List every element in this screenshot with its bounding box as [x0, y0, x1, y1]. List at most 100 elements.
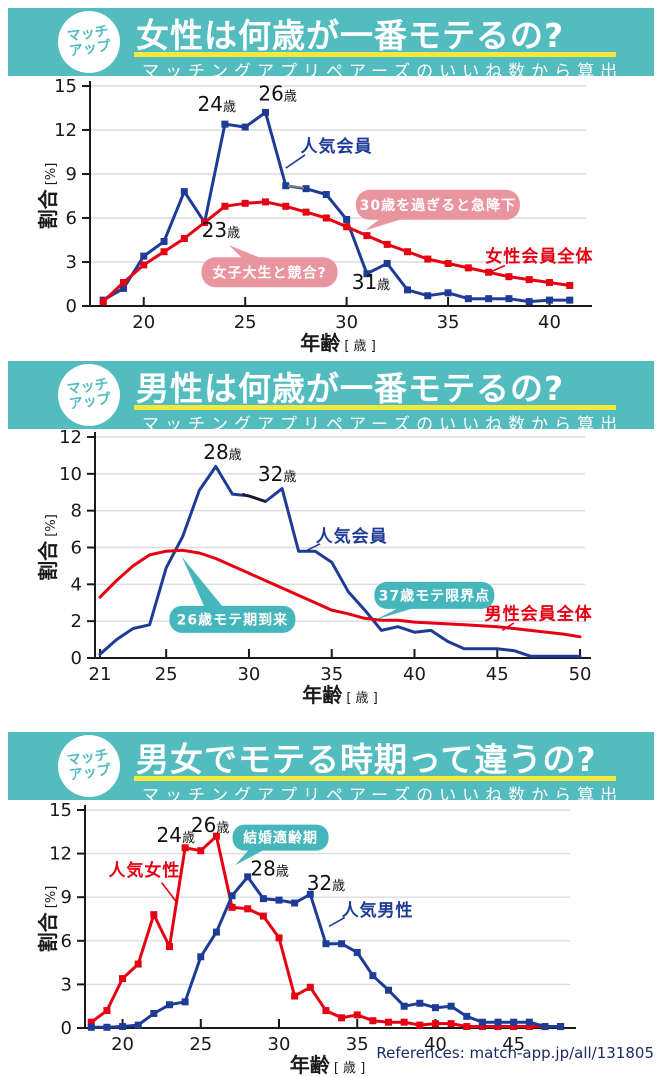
x-axis-title: 年齢 [ 歳 ] [302, 683, 378, 707]
data-point-marker [119, 1023, 127, 1031]
panel-header-women: マッチ アップ 女性は何歳が一番モテるの? マッチングアプリペアーズのいいね数か… [8, 6, 654, 82]
y-tick-label: 8 [71, 501, 82, 522]
series-label-leader [501, 622, 515, 632]
x-tick-label: 30 [335, 312, 358, 333]
logo-text-line2: アップ [68, 762, 112, 784]
series-line-1 [89, 875, 563, 1029]
y-tick-label: 6 [71, 538, 82, 559]
data-point-marker [463, 1023, 471, 1031]
callout-bubble [374, 581, 495, 609]
data-point-marker [259, 912, 267, 920]
callout-bubble-text: 女子大生と競合? [212, 264, 326, 281]
series-label-leader [304, 543, 321, 552]
data-point-marker [282, 202, 290, 210]
series-label-leader [328, 916, 346, 927]
y-tick-label: 0 [66, 296, 77, 317]
data-point-marker [463, 1012, 471, 1020]
data-point-marker [363, 270, 371, 278]
panel-header-men: マッチ アップ 男性は何歳が一番モテるの? マッチングアプリペアーズのいいね数か… [8, 359, 654, 435]
data-point-marker [369, 972, 377, 980]
data-point-marker [241, 123, 249, 131]
point-age-label: 26歳 [258, 82, 296, 106]
y-tick-label: 9 [61, 887, 72, 908]
data-point-marker [87, 1018, 95, 1026]
data-point-marker [197, 953, 205, 961]
data-point-marker [447, 1002, 455, 1010]
data-point-marker [431, 1020, 439, 1028]
data-point-marker [525, 1018, 533, 1026]
data-point-marker [424, 292, 432, 300]
panel-title: 男性は何歳が一番モテるの? [136, 369, 565, 408]
data-point-marker [338, 940, 346, 948]
data-point-marker [322, 1007, 330, 1015]
y-tick-label: 0 [71, 648, 82, 669]
callout-bubble [355, 189, 520, 220]
chart-women-popularity: 0 3 6 9 12 15 20 25 30 35 40 割合 [%] 年齢 [ 歳 ] 24歳 26歳 23… [36, 76, 593, 355]
data-point-marker [545, 296, 553, 304]
data-point-marker [363, 232, 371, 240]
series-label-leader [161, 882, 178, 904]
data-point-marker [525, 1023, 533, 1031]
callout-bubble-tail [181, 556, 223, 607]
data-point-marker [259, 895, 267, 903]
x-tick-label: 25 [234, 312, 257, 333]
y-tick-label: 0 [61, 1018, 72, 1039]
x-tick-label: 50 [569, 664, 592, 685]
data-point-marker [416, 1021, 424, 1029]
x-tick-label: 40 [538, 312, 561, 333]
data-point-marker [212, 832, 220, 840]
callout-bubble [201, 257, 338, 288]
matchup-logo: マッチ アップ [53, 359, 125, 431]
data-point-marker [478, 1018, 486, 1026]
data-point-marker [444, 259, 452, 267]
series-label-leader [489, 264, 506, 274]
data-point-marker [150, 1009, 158, 1017]
data-point-marker [510, 1018, 518, 1026]
series-label: 人気男性 [342, 900, 414, 921]
data-point-marker [545, 279, 553, 287]
data-point-marker [221, 202, 229, 210]
x-tick-label: 20 [132, 312, 155, 333]
data-point-marker [343, 223, 351, 231]
data-point-marker [140, 252, 148, 260]
data-point-marker [431, 1004, 439, 1012]
data-point-marker [119, 284, 127, 292]
series-label: 女性会員全体 [485, 246, 593, 267]
data-point-marker [201, 218, 209, 226]
data-point-marker [478, 1023, 486, 1031]
data-point-marker [87, 1023, 95, 1031]
data-point-marker [197, 847, 205, 855]
panel-subtitle: マッチングアプリペアーズのいいね数から算出 [142, 415, 624, 435]
x-tick-label: 45 [486, 664, 509, 685]
y-tick-label: 2 [71, 611, 82, 632]
data-point-marker [343, 215, 351, 223]
data-point-marker [119, 279, 127, 287]
point-age-label: 31歳 [352, 270, 390, 294]
series-label: 人気会員 [300, 136, 372, 157]
data-point-marker [282, 182, 290, 190]
callout-bubble-tail [228, 245, 264, 260]
callout-bubble-text: 26歳モテ期到来 [177, 611, 288, 628]
x-tick-label: 30 [268, 1034, 291, 1055]
logo-text-line2: アップ [68, 391, 112, 413]
callout-bubble [169, 605, 296, 633]
data-point-marker [485, 268, 493, 276]
data-point-marker [353, 948, 361, 956]
data-point-marker [134, 1021, 142, 1029]
panel-title: 女性は何歳が一番モテるの? [136, 16, 565, 55]
data-point-marker [291, 899, 299, 907]
data-point-marker [383, 240, 391, 248]
data-point-marker [400, 1002, 408, 1010]
data-point-marker [241, 199, 249, 207]
point-age-label: 28歳 [203, 440, 241, 464]
point-age-label: 28歳 [250, 856, 288, 880]
data-point-marker [306, 983, 314, 991]
series-label-leader [285, 154, 306, 169]
data-point-marker [424, 255, 432, 263]
x-tick-label: 40 [424, 1034, 447, 1055]
y-axis-title: 割合 [%] [36, 163, 60, 230]
callout-bubble-text: 37歳モテ限界点 [379, 587, 490, 604]
y-tick-label: 12 [59, 429, 82, 448]
data-point-marker [385, 1018, 393, 1026]
data-point-marker [150, 911, 158, 919]
